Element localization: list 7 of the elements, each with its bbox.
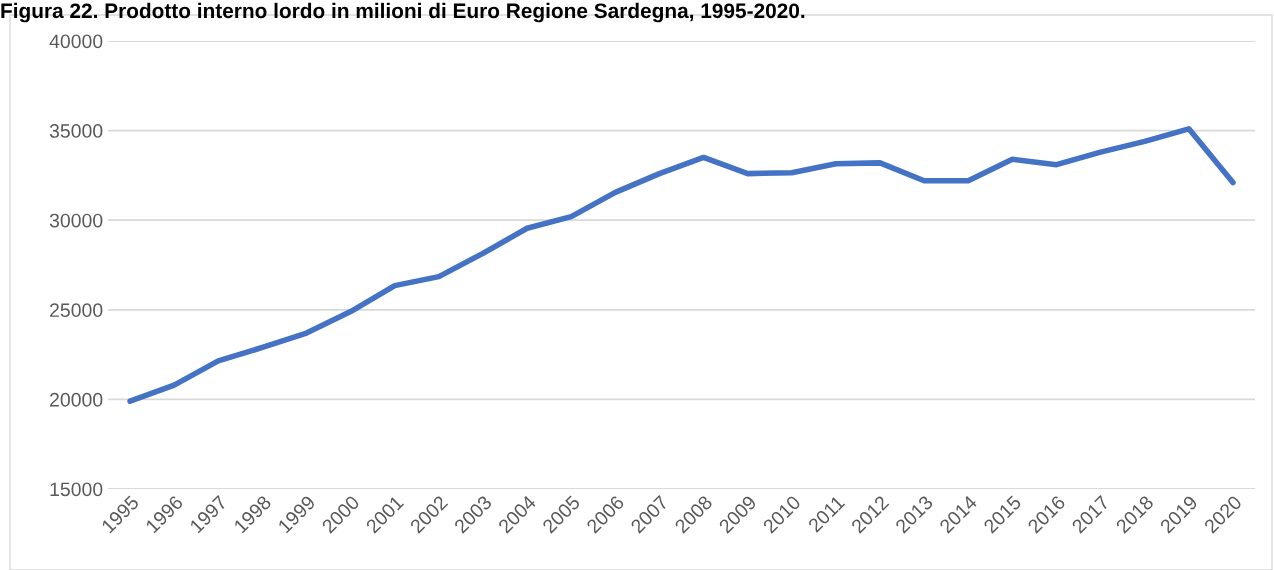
y-tick-label: 25000 <box>50 303 103 318</box>
y-tick-label: 40000 <box>49 34 103 49</box>
chart-title: Figura 22. Prodotto interno lordo in milioni di Euro Regione Sardegna, 1995-2020. <box>1 2 805 23</box>
y-tick-label: 35000 <box>49 124 103 138</box>
y-tick-label: 20000 <box>50 392 103 407</box>
y-tick-label: 15000 <box>50 482 103 497</box>
y-tick-label: 30000 <box>49 213 103 228</box>
